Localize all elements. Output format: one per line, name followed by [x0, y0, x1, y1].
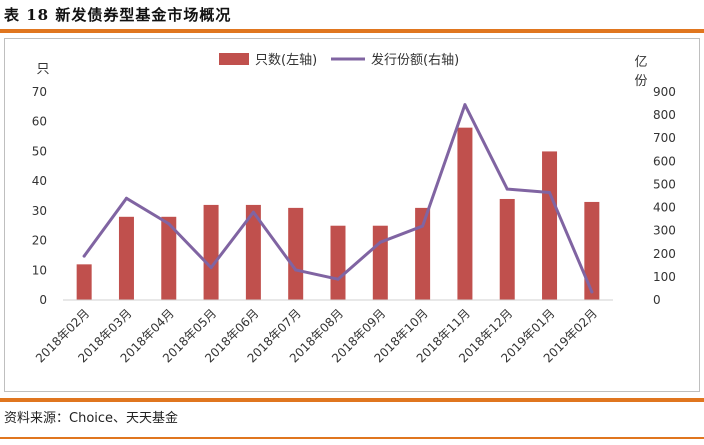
- combo-chart: 只数(左轴) 发行份额(右轴) 只 0 10 20 30 40 50 60 70 亿份 0 100 20…: [32, 52, 676, 365]
- line-point: [590, 290, 594, 294]
- line-point: [251, 210, 255, 214]
- left-tick-label: 30: [32, 204, 47, 218]
- left-tick-label: 10: [32, 263, 47, 277]
- right-tick-label: 700: [653, 131, 676, 145]
- legend-bar-swatch: [219, 53, 249, 65]
- source-note: 资料来源：Choice、天天基金: [4, 411, 179, 426]
- x-axis: 2018年02月2018年03月2018年04月2018年05月2018年06月…: [33, 299, 613, 365]
- left-axis: 只 0 10 20 30 40 50 60 70: [32, 62, 50, 307]
- bar: [118, 216, 134, 300]
- line-series: [82, 103, 594, 294]
- left-axis-unit: 只: [36, 62, 49, 77]
- bar: [499, 198, 515, 300]
- line-point: [167, 222, 171, 226]
- bar: [76, 264, 92, 300]
- right-tick-label: 300: [653, 224, 676, 238]
- bar: [542, 151, 558, 300]
- right-tick-label: 600: [653, 154, 676, 168]
- bar: [203, 204, 219, 300]
- right-tick-label: 200: [653, 247, 676, 261]
- line-point: [294, 268, 298, 272]
- right-tick-label: 800: [653, 108, 676, 122]
- bar: [372, 225, 388, 300]
- right-tick-label: 0: [653, 293, 661, 307]
- line-point: [505, 187, 509, 191]
- bar: [330, 225, 346, 300]
- left-tick-label: 60: [32, 115, 47, 129]
- right-axis-unit: 亿: [634, 55, 647, 70]
- line-point: [463, 103, 467, 107]
- right-axis: 亿份 0 100 200 300 400 500 600 700 800 900: [634, 55, 675, 307]
- chart-legend: 只数(左轴) 发行份额(右轴): [219, 52, 459, 68]
- bar: [584, 201, 600, 300]
- left-tick-label: 0: [39, 293, 47, 307]
- chart-frame: 只数(左轴) 发行份额(右轴) 只 0 10 20 30 40 50 60 70 亿份 0 100 20…: [4, 38, 700, 392]
- bar: [161, 216, 177, 300]
- bar: [288, 207, 304, 300]
- line-point: [82, 254, 86, 258]
- bottom-divider: [0, 398, 704, 402]
- line-point: [124, 196, 128, 200]
- right-axis-unit: 份: [634, 74, 647, 89]
- right-tick-label: 100: [653, 270, 676, 284]
- bottom-rule: [0, 437, 704, 439]
- report-header: 表 18 新发债券型基金市场概况: [0, 0, 704, 32]
- left-tick-label: 70: [32, 85, 47, 99]
- legend-bar-label: 只数(左轴): [255, 53, 317, 68]
- line-point: [378, 240, 382, 244]
- top-divider: [0, 29, 704, 33]
- line-point: [421, 224, 425, 228]
- right-tick-label: 900: [653, 85, 676, 99]
- left-tick-label: 20: [32, 234, 47, 248]
- left-tick-label: 40: [32, 174, 47, 188]
- line-point: [209, 266, 213, 270]
- line-point: [548, 191, 552, 195]
- right-tick-label: 500: [653, 177, 676, 191]
- left-tick-label: 50: [32, 144, 47, 158]
- bar: [457, 127, 473, 301]
- legend-line-label: 发行份额(右轴): [371, 52, 459, 68]
- bar: [245, 204, 261, 300]
- figure-title: 表 18 新发债券型基金市场概况: [4, 6, 232, 24]
- right-tick-label: 400: [653, 201, 676, 215]
- line-point: [336, 277, 340, 281]
- bar: [415, 207, 431, 300]
- bar-series: [76, 127, 600, 301]
